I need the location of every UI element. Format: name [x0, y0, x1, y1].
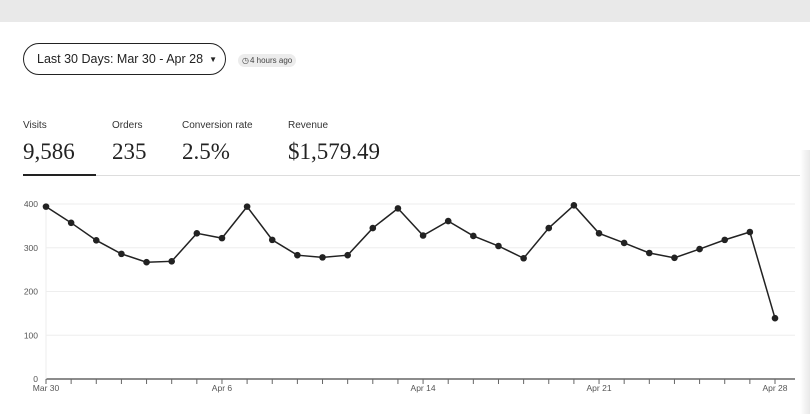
data-point — [671, 254, 678, 262]
data-point — [495, 242, 502, 250]
y-tick-label: 400 — [24, 199, 38, 209]
x-tick-label: Mar 30 — [33, 383, 60, 393]
x-tick-label: Apr 6 — [212, 383, 233, 393]
data-point — [419, 232, 427, 239]
data-point — [595, 230, 603, 237]
date-range-dropdown[interactable]: Last 30 Days: Mar 30 - Apr 28 ▼ — [23, 43, 226, 75]
last-updated-badge: ◷ 4 hours ago — [238, 54, 297, 67]
data-point — [344, 251, 351, 259]
last-updated-text: 4 hours ago — [249, 56, 293, 65]
metric-value: 2.5% — [182, 139, 230, 164]
data-point — [520, 254, 527, 262]
metric-label: Revenue — [288, 120, 329, 131]
data-point — [696, 245, 703, 253]
data-point — [143, 258, 150, 266]
data-point — [92, 237, 100, 244]
y-tick-label: 300 — [24, 243, 38, 253]
data-point — [42, 203, 50, 210]
data-point — [294, 251, 301, 259]
data-point — [394, 205, 402, 212]
metric-label: Visits — [23, 120, 47, 131]
visits-line-chart: 0 100 200 300 400 Mar 30 Apr 6 Apr 14 Apr 21 Apr … — [24, 199, 795, 393]
data-point — [118, 250, 125, 258]
clock-icon: ◷ — [242, 56, 249, 65]
data-point — [67, 219, 75, 227]
caret-down-icon: ▼ — [209, 54, 217, 64]
data-point — [444, 217, 452, 225]
metric-value: 9,586 — [23, 139, 75, 164]
data-point — [570, 202, 578, 209]
data-point — [319, 254, 326, 261]
data-point — [646, 249, 653, 257]
side-panel-edge — [800, 150, 810, 414]
data-point — [721, 236, 729, 244]
metric-label: Conversion rate — [182, 120, 253, 131]
data-point — [545, 224, 553, 232]
tab-divider — [23, 175, 803, 176]
metric-value: $1,579.49 — [288, 139, 380, 164]
metric-label: Orders — [112, 120, 143, 131]
y-tick-label: 0 — [33, 374, 38, 384]
data-point — [746, 228, 754, 236]
data-point — [470, 232, 477, 240]
y-tick-label: 200 — [24, 287, 38, 297]
metric-tab-visits[interactable]: Visits 9,586 — [23, 120, 75, 165]
metric-tab-revenue[interactable]: Revenue $1,579.49 — [288, 120, 380, 165]
data-point — [771, 314, 779, 322]
data-point — [168, 258, 175, 265]
data-point — [218, 234, 226, 242]
date-range-label: Last 30 Days: Mar 30 - Apr 28 — [37, 52, 204, 66]
active-tab-indicator — [23, 174, 96, 176]
metric-tab-orders[interactable]: Orders 235 — [112, 120, 147, 165]
metric-tab-conversion-rate[interactable]: Conversion rate 2.5% — [182, 120, 253, 165]
series-line — [45, 204, 776, 319]
x-tick-label: Apr 21 — [587, 383, 612, 393]
data-point — [369, 224, 377, 232]
y-tick-label: 100 — [24, 330, 38, 340]
data-point — [620, 239, 628, 247]
metric-value: 235 — [112, 139, 147, 164]
x-tick-label: Apr 14 — [411, 383, 436, 393]
top-bar — [0, 0, 810, 22]
data-point — [193, 230, 201, 237]
data-point — [268, 236, 276, 244]
data-point — [243, 203, 251, 210]
x-tick-label: Apr 28 — [762, 383, 787, 393]
